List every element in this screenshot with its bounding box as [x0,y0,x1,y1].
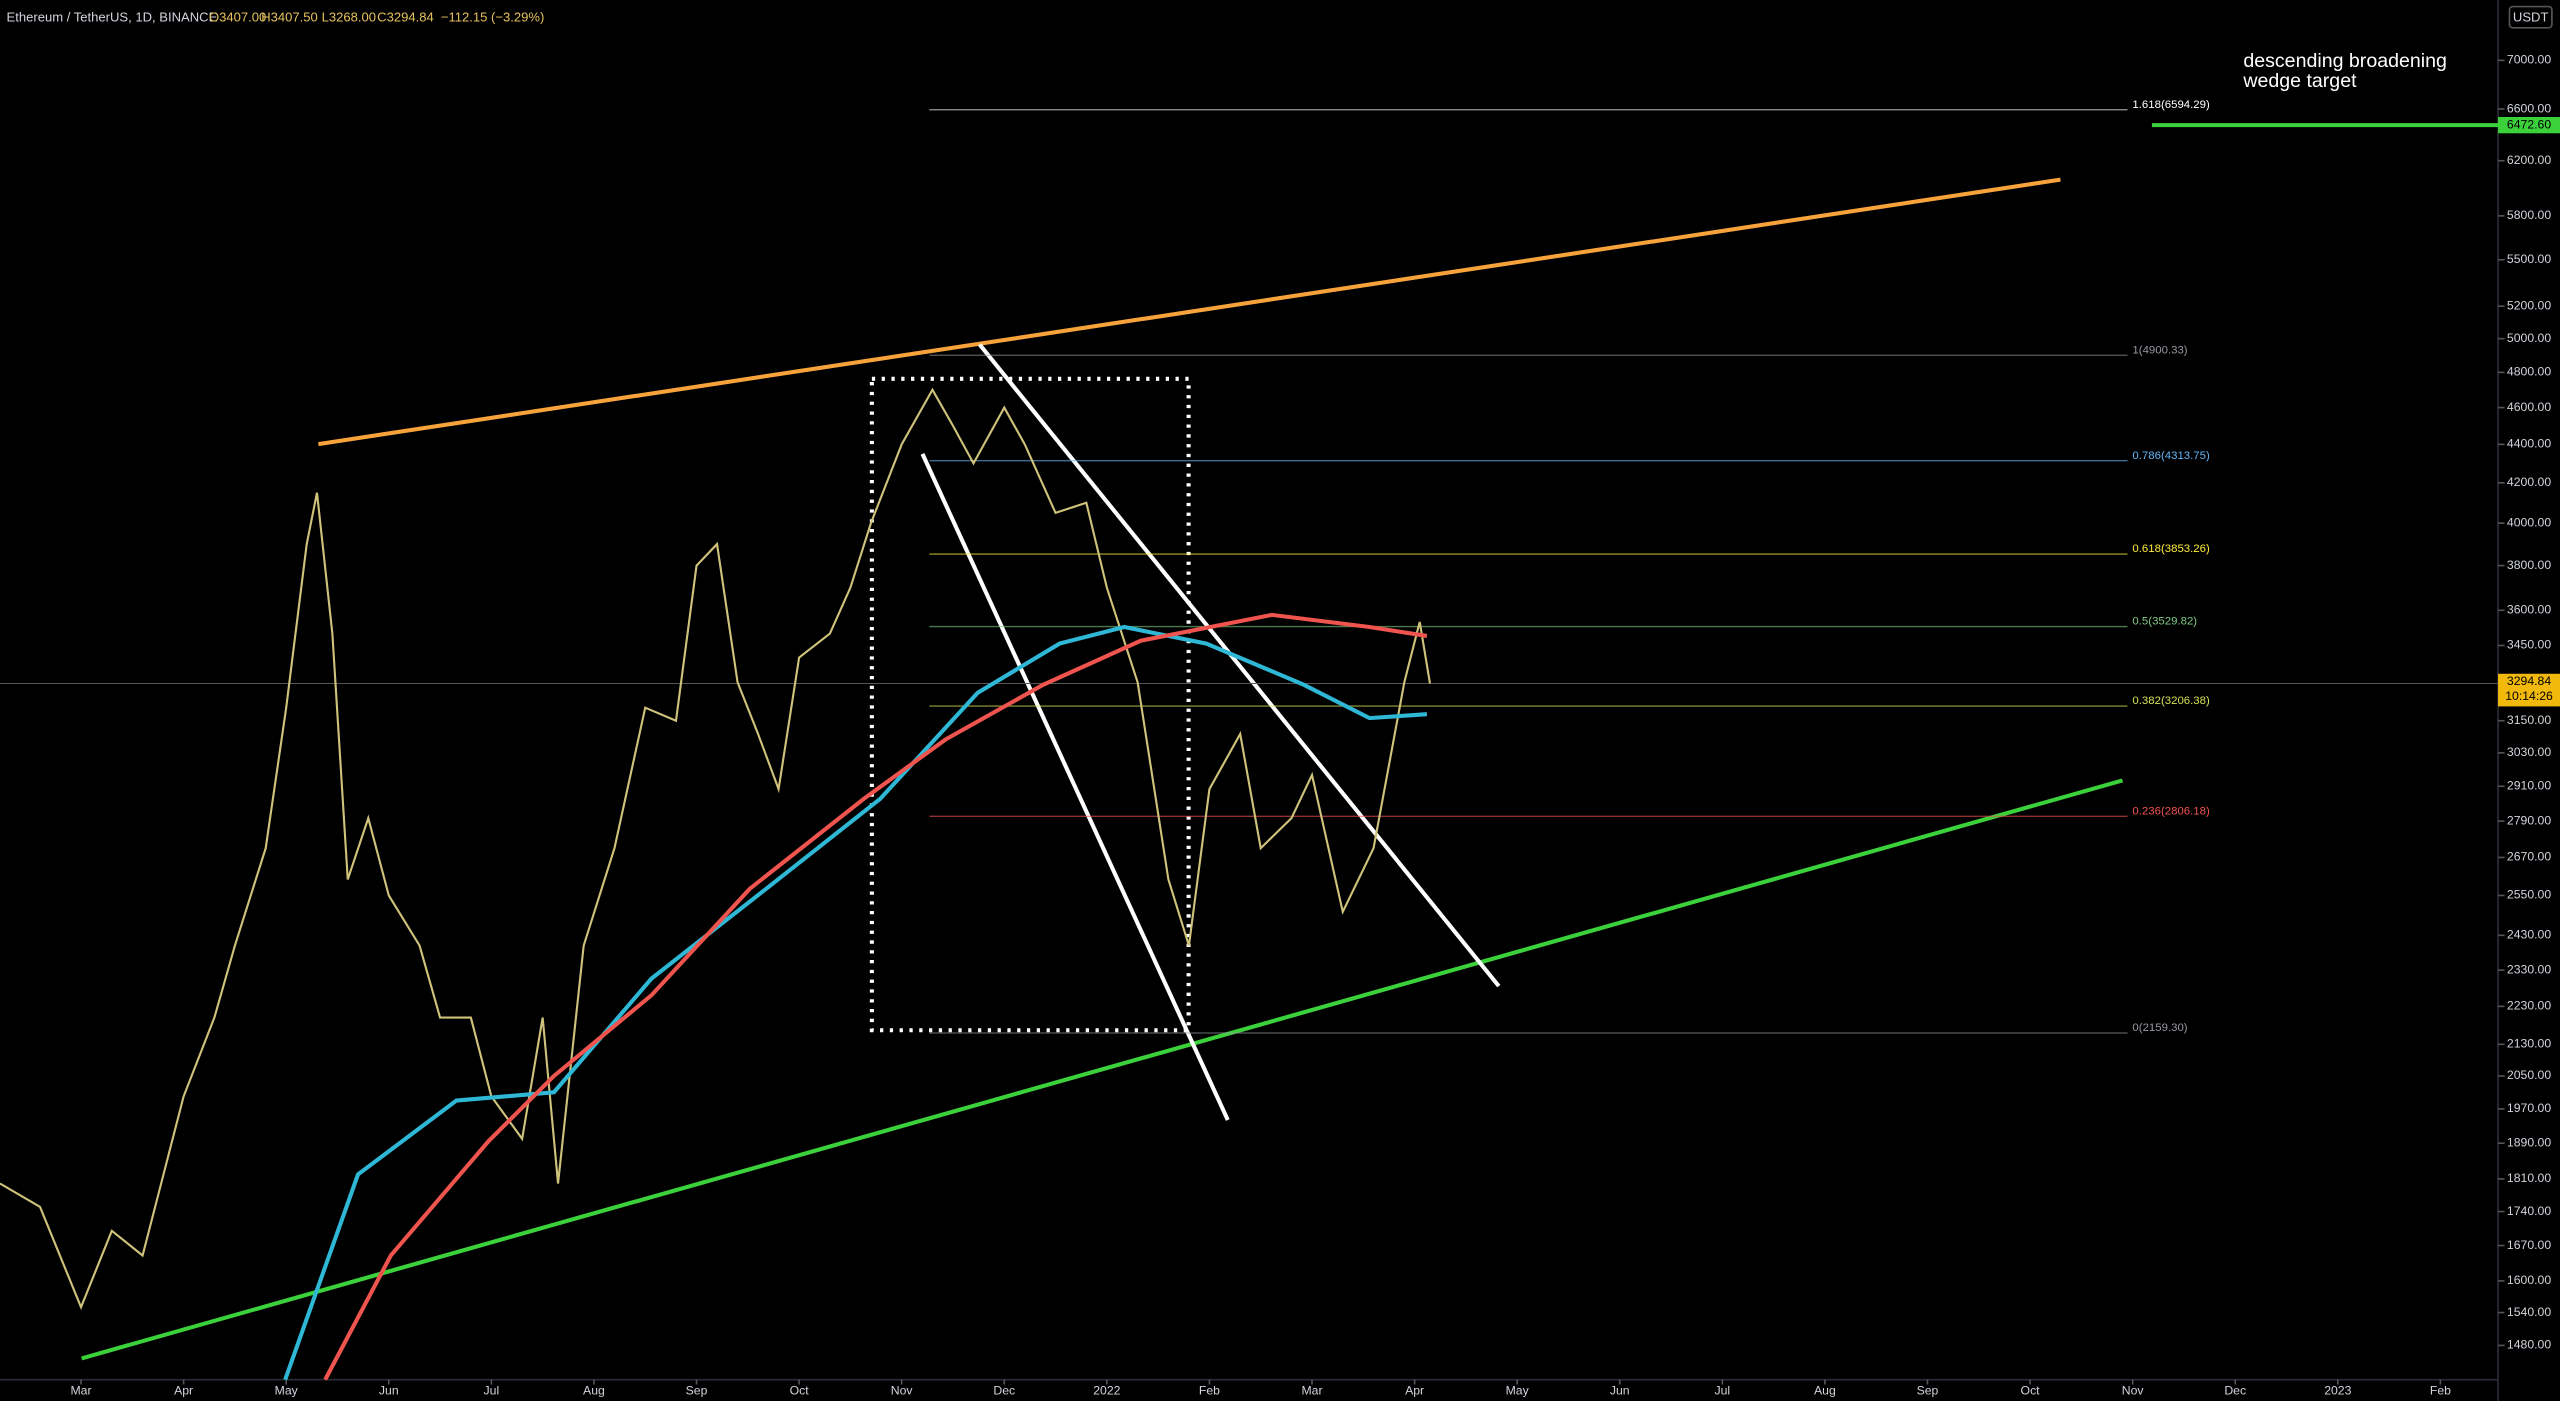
y-tick-label: 5000.00 [2507,331,2551,345]
x-tick-label: Oct [790,1383,810,1397]
currency-button-label[interactable]: USDT [2513,9,2549,24]
y-tick-label: 2790.00 [2507,813,2551,827]
y-tick-label: 4400.00 [2507,437,2551,451]
y-tick-label: 6200.00 [2507,153,2551,167]
x-tick-label: Sep [1917,1383,1939,1397]
last-price-box [2498,673,2560,707]
y-tick-label: 6600.00 [2507,101,2551,115]
y-tick-label: 1810.00 [2507,1171,2551,1185]
x-tick-label: Jul [1715,1383,1731,1397]
x-tick-label: Feb [1199,1383,1220,1397]
x-tick-label: Nov [891,1383,914,1397]
ohlc-high: H3407.50 [261,9,318,24]
y-tick-label: 2130.00 [2507,1037,2551,1051]
x-tick-label: Apr [1405,1383,1424,1397]
y-tick-label: 4000.00 [2507,515,2551,529]
dotted-box [869,376,1191,1033]
x-tick-label: Mar [1301,1383,1322,1397]
fib-label: 0.618(3853.26) [2132,543,2210,555]
moving-average [283,624,1428,1381]
y-tick-label: 2330.00 [2507,962,2551,976]
x-tick-label: Jun [379,1383,399,1397]
symbol-title: Ethereum / TetherUS, 1D, BINANCE [7,9,218,24]
fib-label: 1.618(6594.29) [2132,99,2210,111]
x-tick-label: Aug [583,1383,605,1397]
y-tick-label: 4600.00 [2507,400,2551,414]
moving-average [323,612,1428,1381]
x-tick-label: Dec [993,1383,1015,1397]
y-tick-label: 2430.00 [2507,928,2551,942]
y-tick-label: 3150.00 [2507,713,2551,727]
fib-label: 0.5(3529.82) [2132,616,2197,628]
y-tick-label: 1600.00 [2507,1273,2551,1287]
y-tick-label: 5200.00 [2507,298,2551,312]
y-tick-label: 2910.00 [2507,778,2551,792]
fib-label: 0.236(2806.18) [2132,805,2210,817]
x-tick-label: Feb [2430,1383,2451,1397]
ohlc-low: L3268.00 [322,9,376,24]
target-box [2498,116,2560,134]
y-tick-label: 2050.00 [2507,1068,2551,1082]
y-tick-label: 7000.00 [2507,53,2551,67]
target-label: 6472.60 [2507,117,2551,131]
ohlc-change: −112.15 (−3.29%) [441,9,544,24]
fib-label: 0.382(3206.38) [2132,695,2210,707]
y-tick-label: 1890.00 [2507,1135,2551,1149]
x-tick-label: Sep [686,1383,708,1397]
y-tick-label: 4800.00 [2507,365,2551,379]
currency-button[interactable] [2508,5,2553,29]
y-tick-label: 1480.00 [2507,1338,2551,1352]
price-line [0,387,1432,1311]
x-tick-label: 2022 [1093,1383,1120,1397]
countdown: 10:14:26 [2505,689,2553,703]
y-tick-label: 1540.00 [2507,1305,2551,1319]
trend-line [81,778,2124,1361]
x-tick-label: Apr [174,1383,193,1397]
x-tick-label: Oct [2021,1383,2041,1397]
y-tick-label: 3800.00 [2507,558,2551,572]
y-tick-label: 3600.00 [2507,603,2551,617]
fib-label: 1(4900.33) [2132,344,2187,356]
x-tick-label: Dec [2224,1383,2246,1397]
y-tick-label: 1970.00 [2507,1101,2551,1115]
y-tick-label: 1740.00 [2507,1204,2551,1218]
x-tick-label: Aug [1814,1383,1836,1397]
y-tick-label: 4200.00 [2507,475,2551,489]
y-tick-label: 3030.00 [2507,745,2551,759]
x-tick-label: Mar [70,1383,91,1397]
ohlc-close: C3294.84 [377,9,434,24]
x-tick-label: 2023 [2324,1383,2351,1397]
annotation: wedge target [2242,70,2357,92]
trend-line [318,177,2061,447]
y-tick-label: 5800.00 [2507,208,2551,222]
x-tick-label: Jun [1610,1383,1630,1397]
last-price-label: 3294.84 [2507,674,2551,688]
fib-label: 0.786(4313.75) [2132,450,2210,462]
fib-label: 0(2159.30) [2132,1022,2187,1034]
x-tick-label: May [1506,1383,1530,1397]
y-tick-label: 2670.00 [2507,850,2551,864]
trend-line [920,453,1230,1121]
x-tick-label: Nov [2122,1383,2145,1397]
x-tick-label: Jul [484,1383,500,1397]
y-tick-label: 5500.00 [2507,252,2551,266]
x-tick-label: May [275,1383,299,1397]
y-tick-label: 1670.00 [2507,1238,2551,1252]
y-tick-label: 3450.00 [2507,638,2551,652]
annotation: descending broadening [2243,50,2447,72]
ohlc-open: O3407.00 [209,9,266,24]
y-tick-label: 2230.00 [2507,999,2551,1013]
trend-line [978,343,1501,988]
y-tick-label: 2550.00 [2507,888,2551,902]
